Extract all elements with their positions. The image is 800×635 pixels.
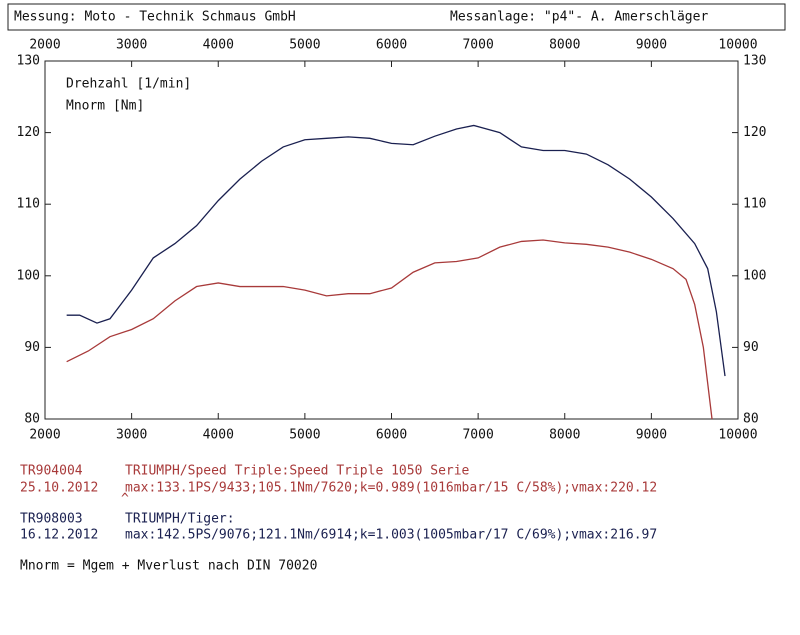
y-tick-label: 80 xyxy=(24,412,40,427)
x-tick-label: 6000 xyxy=(376,38,407,53)
y-tick-label: 130 xyxy=(17,54,40,69)
record-date: 16.12.2012 xyxy=(20,528,98,543)
y-tick-label: 110 xyxy=(17,197,40,212)
x-tick-label: 8000 xyxy=(549,428,580,443)
plot-frame xyxy=(44,60,739,420)
x-tick-label: 10000 xyxy=(718,428,757,443)
header-right: Messanlage: "p4"- A. Amerschläger xyxy=(450,10,708,25)
record-info: max:133.1PS/9433;105.1Nm/7620;k=0.989(10… xyxy=(125,481,657,496)
header-box xyxy=(7,3,786,31)
record-code: TR904004 xyxy=(20,464,83,479)
record-code: TR908003 xyxy=(20,512,83,527)
x-tick-label: 4000 xyxy=(203,428,234,443)
x-tick-label: 3000 xyxy=(116,38,147,53)
x-tick-label: 4000 xyxy=(203,38,234,53)
record-model: TRIUMPH/Tiger: xyxy=(125,512,235,527)
x-tick-label: 10000 xyxy=(718,38,757,53)
note: Mnorm = Mgem + Mverlust nach DIN 70020 xyxy=(20,559,317,574)
y-tick-label: 120 xyxy=(17,125,40,140)
x-tick-label: 5000 xyxy=(289,38,320,53)
record-info: max:142.5PS/9076;121.1Nm/6914;k=1.003(10… xyxy=(125,528,657,543)
x-tick-label: 5000 xyxy=(289,428,320,443)
y-tick-label: 120 xyxy=(743,125,766,140)
x-tick-label: 7000 xyxy=(462,428,493,443)
y-tick-label: 110 xyxy=(743,197,766,212)
x-tick-label: 6000 xyxy=(376,428,407,443)
y-tick-label: 130 xyxy=(743,54,766,69)
x-tick-label: 7000 xyxy=(462,38,493,53)
record-mark: ^ xyxy=(121,492,129,507)
y-tick-label: 90 xyxy=(743,340,759,355)
y-tick-label: 90 xyxy=(24,340,40,355)
x-tick-label: 2000 xyxy=(29,428,60,443)
y-axis-label: Mnorm [Nm] xyxy=(66,99,144,114)
record-model: TRIUMPH/Speed Triple:Speed Triple 1050 S… xyxy=(125,464,470,479)
x-tick-label: 2000 xyxy=(29,38,60,53)
y-tick-label: 80 xyxy=(743,412,759,427)
x-axis-label: Drehzahl [1/min] xyxy=(66,77,191,92)
torque-curve xyxy=(66,239,713,420)
x-tick-label: 8000 xyxy=(549,38,580,53)
header-left: Messung: Moto - Technik Schmaus GmbH xyxy=(14,10,296,25)
y-tick-label: 100 xyxy=(743,268,766,283)
y-tick-label: 100 xyxy=(17,268,40,283)
torque-curve xyxy=(66,124,726,377)
x-tick-label: 3000 xyxy=(116,428,147,443)
x-tick-label: 9000 xyxy=(636,428,667,443)
record-date: 25.10.2012 xyxy=(20,481,98,496)
x-tick-label: 9000 xyxy=(636,38,667,53)
